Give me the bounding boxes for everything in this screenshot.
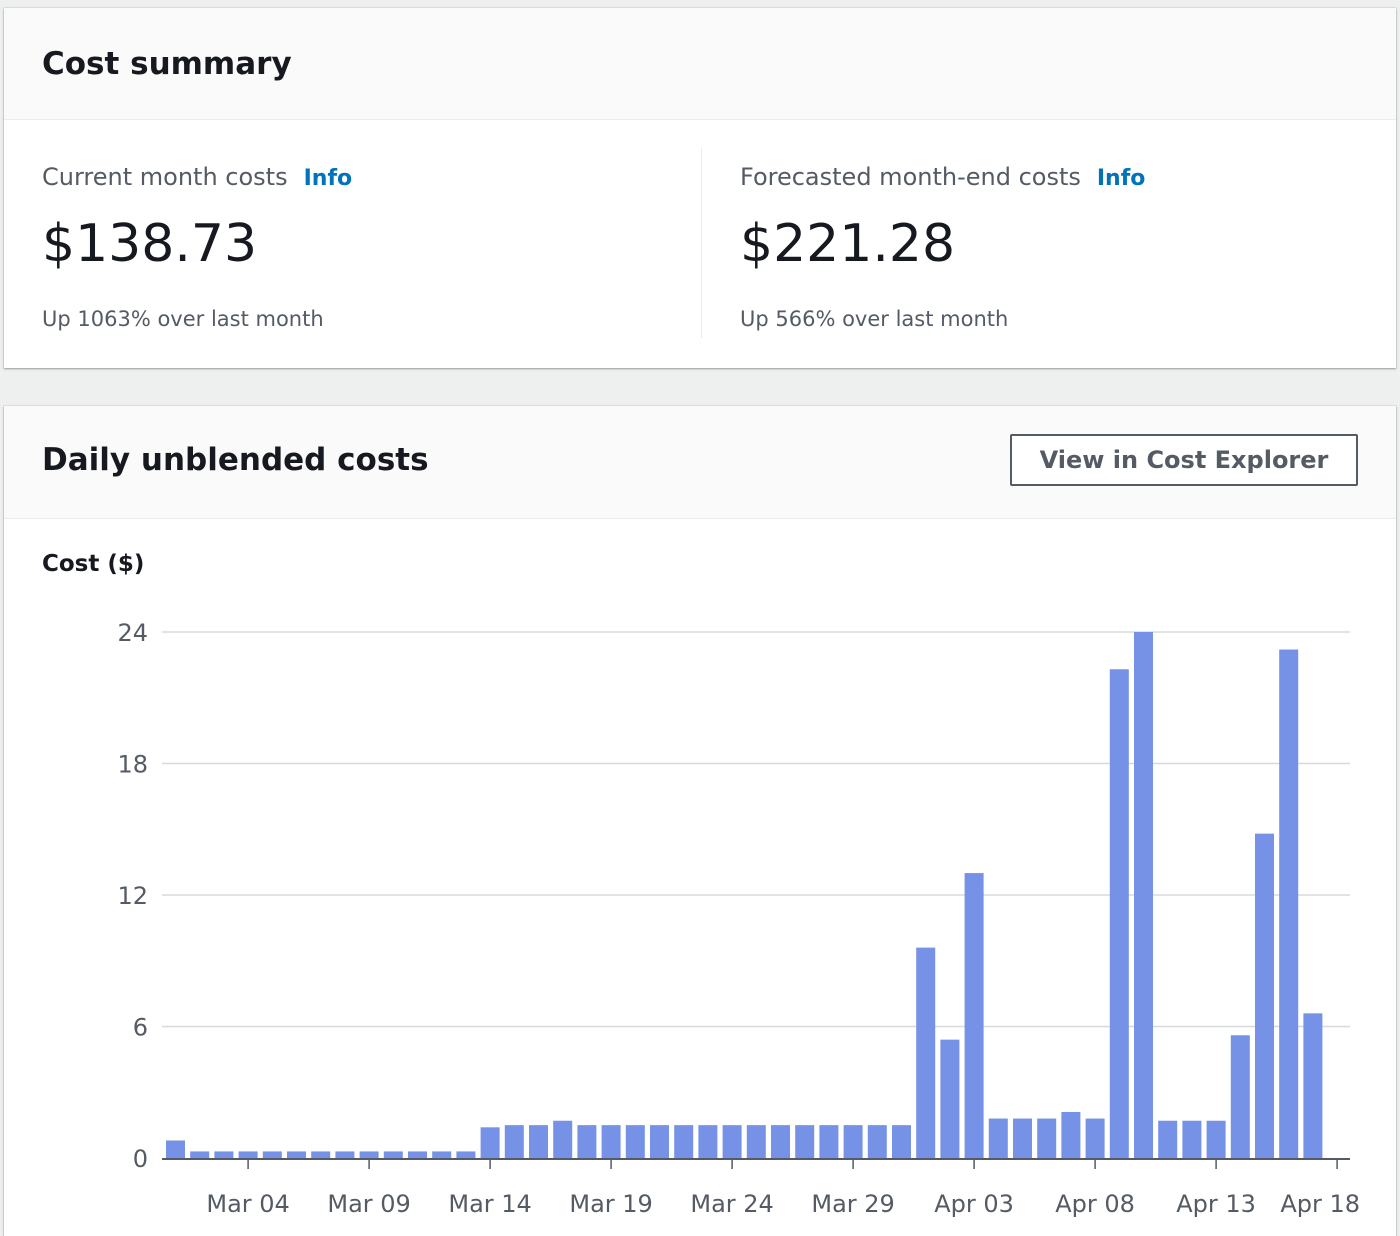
y-tick-label: 18 <box>117 751 148 779</box>
cost-bar[interactable] <box>1037 1118 1057 1158</box>
cost-bar[interactable] <box>456 1151 476 1158</box>
cost-bar[interactable] <box>553 1120 573 1158</box>
cost-bar[interactable] <box>190 1151 210 1158</box>
cost-bar[interactable] <box>1158 1120 1178 1158</box>
daily-costs-header: Daily unblended costs View in Cost Explo… <box>4 406 1396 519</box>
cost-bar[interactable] <box>1182 1120 1202 1158</box>
daily-costs-title: Daily unblended costs <box>42 442 429 478</box>
cost-bar[interactable] <box>843 1125 863 1158</box>
y-tick-label: 6 <box>133 1014 148 1042</box>
y-tick-label: 0 <box>133 1145 148 1173</box>
x-tick-label: Apr 03 <box>934 1190 1014 1218</box>
chart-bars <box>166 632 1323 1158</box>
cost-bar[interactable] <box>722 1125 742 1158</box>
cost-bar[interactable] <box>916 947 936 1158</box>
forecasted-month-end-costs: Forecasted month-end costs Info $221.28 U… <box>701 148 1397 338</box>
y-axis-title: Cost ($) <box>42 551 145 577</box>
chart-labels: 0 6 12 18 24 Mar 04 Mar 09 Mar 14 Mar 19 Mar 24 Ma… <box>117 619 1360 1218</box>
cost-bar[interactable] <box>940 1039 960 1158</box>
cost-bar[interactable] <box>698 1125 718 1158</box>
cost-bar[interactable] <box>1230 1035 1250 1158</box>
current-month-costs: Current month costs Info $138.73 Up 1063%… <box>4 119 701 368</box>
x-tick-label: Apr 08 <box>1055 1190 1135 1218</box>
cost-bar[interactable] <box>383 1151 403 1158</box>
x-tick-label: Apr 13 <box>1176 1190 1256 1218</box>
current-month-value: $138.73 <box>42 214 258 274</box>
cost-bar[interactable] <box>1061 1111 1081 1158</box>
cost-bar[interactable] <box>964 873 984 1158</box>
cost-bar[interactable] <box>311 1151 331 1158</box>
current-month-label: Current month costs <box>42 163 288 191</box>
cost-summary-card: Cost summary Current month costs Info $13… <box>4 8 1396 368</box>
cost-bar[interactable] <box>601 1125 621 1158</box>
cost-bar[interactable] <box>1134 632 1153 1158</box>
cost-bar[interactable] <box>988 1118 1008 1158</box>
cost-bar[interactable] <box>529 1125 548 1158</box>
cost-bar[interactable] <box>746 1125 766 1158</box>
x-tick-label: Mar 04 <box>206 1190 289 1218</box>
daily-costs-chart: 0 6 12 18 24 Mar 04 Mar 09 Mar 14 Mar 19 Mar 24 Ma… <box>117 619 1360 1218</box>
view-in-cost-explorer-button[interactable]: View in Cost Explorer <box>1010 434 1358 486</box>
daily-costs-card: Daily unblended costs View in Cost Explo… <box>4 406 1396 1236</box>
x-tick-label: Apr 18 <box>1280 1190 1360 1218</box>
current-month-change: Up 1063% over last month <box>42 307 324 331</box>
forecast-info-link[interactable]: Info <box>1096 166 1146 191</box>
cost-bar[interactable] <box>408 1151 427 1158</box>
x-tick-label: Mar 24 <box>690 1190 773 1218</box>
cost-bar[interactable] <box>166 1140 185 1158</box>
cost-bar[interactable] <box>1255 833 1274 1158</box>
cost-bar[interactable] <box>214 1151 234 1158</box>
forecast-label: Forecasted month-end costs <box>740 163 1081 191</box>
cost-bar[interactable] <box>1013 1118 1032 1158</box>
cost-bar[interactable] <box>359 1151 379 1158</box>
cost-bar[interactable] <box>1206 1120 1226 1158</box>
cost-summary-title: Cost summary <box>42 46 292 82</box>
forecast-change: Up 566% over last month <box>740 307 1009 331</box>
cost-bar[interactable] <box>892 1125 911 1158</box>
cost-bar[interactable] <box>287 1151 306 1158</box>
x-tick-label: Mar 14 <box>448 1190 531 1218</box>
chart-gridlines <box>162 631 1350 1028</box>
cost-bar[interactable] <box>577 1125 597 1158</box>
cost-bar[interactable] <box>1279 649 1299 1158</box>
cost-bar[interactable] <box>335 1151 355 1158</box>
x-tick-label: Mar 19 <box>569 1190 652 1218</box>
cost-bar[interactable] <box>432 1151 452 1158</box>
cost-bar[interactable] <box>867 1125 887 1158</box>
x-tick-label: Mar 29 <box>811 1190 894 1218</box>
cost-bar[interactable] <box>795 1125 815 1158</box>
cost-bar[interactable] <box>819 1125 839 1158</box>
cost-bar[interactable] <box>650 1125 669 1158</box>
cost-bar[interactable] <box>1303 1013 1323 1158</box>
y-tick-label: 12 <box>117 882 148 910</box>
cost-bar[interactable] <box>674 1125 694 1158</box>
current-month-info-link[interactable]: Info <box>303 166 353 191</box>
cost-bar[interactable] <box>262 1151 282 1158</box>
cost-bar[interactable] <box>625 1125 645 1158</box>
cost-bar[interactable] <box>480 1127 500 1158</box>
x-tick-label: Mar 09 <box>327 1190 410 1218</box>
cost-bar[interactable] <box>1109 669 1129 1158</box>
forecast-value: $221.28 <box>740 214 956 274</box>
y-tick-label: 24 <box>117 619 148 647</box>
cost-bar[interactable] <box>1085 1118 1105 1158</box>
cost-summary-header: Cost summary <box>4 8 1396 120</box>
chart-x-axis <box>162 1158 1350 1169</box>
cost-bar[interactable] <box>771 1125 790 1158</box>
cost-bar[interactable] <box>504 1125 524 1158</box>
cost-bar[interactable] <box>238 1151 258 1158</box>
